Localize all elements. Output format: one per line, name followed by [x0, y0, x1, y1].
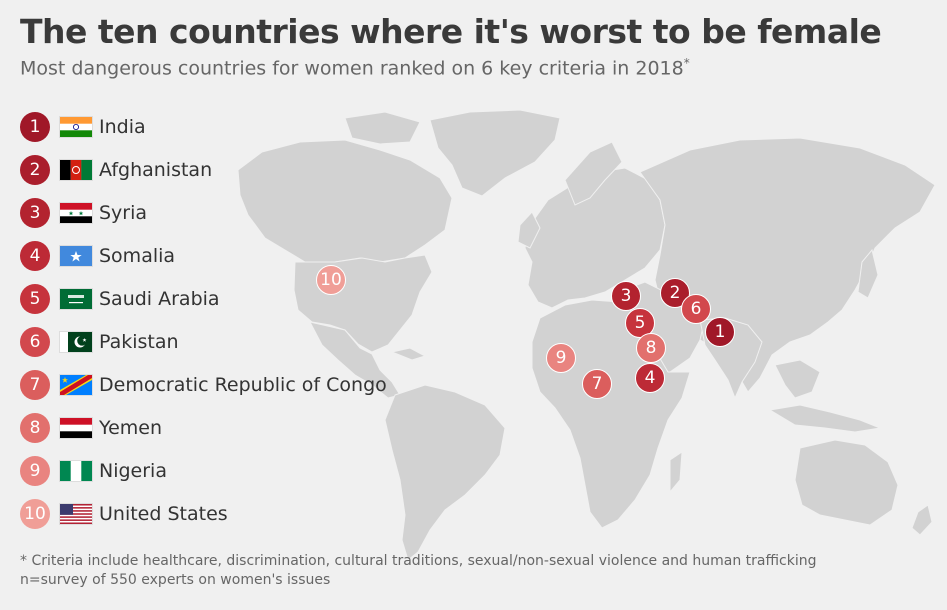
country-name: India: [99, 116, 146, 138]
legend-item-saudi-arabia: 5 Saudi Arabia: [20, 282, 220, 316]
legend-item-somalia: 4 Somalia: [20, 239, 175, 273]
flag-somalia-icon: [59, 245, 93, 267]
landmass-scandinavia: [564, 141, 623, 206]
map-marker-syria: 3: [611, 281, 641, 311]
flag-afghanistan-icon: [59, 159, 93, 181]
country-name: Afghanistan: [99, 159, 213, 181]
landmass-south-america: [384, 384, 506, 561]
flag-india-icon: [59, 116, 93, 138]
legend-item-india: 1 India: [20, 110, 146, 144]
footnote-survey: n=survey of 550 experts on women's issue…: [20, 572, 331, 588]
country-name: United States: [99, 503, 228, 525]
legend-item-pakistan: 6 Pakistan: [20, 325, 179, 359]
legend-item-syria: 3 Syria: [20, 196, 147, 230]
flag-nigeria-icon: [59, 460, 93, 482]
landmass-greenland: [429, 109, 561, 197]
rank-badge: 10: [20, 499, 50, 529]
landmass-north-america-north: [237, 139, 453, 263]
rank-badge: 3: [20, 198, 50, 228]
rank-badge: 9: [20, 456, 50, 486]
landmass-usa: [293, 254, 433, 353]
country-name: Democratic Republic of Congo: [99, 374, 387, 396]
flag-saudi-arabia-icon: [59, 288, 93, 310]
landmass-new-zealand: [911, 504, 933, 536]
rank-badge: 1: [20, 112, 50, 142]
landmass-uk: [517, 211, 541, 249]
page-subtitle: Most dangerous countries for women ranke…: [20, 56, 690, 79]
flag-drc-icon: [59, 374, 93, 396]
map-marker-somalia: 4: [635, 363, 665, 393]
rank-badge: 6: [20, 327, 50, 357]
flag-usa-icon: [59, 503, 93, 525]
landmass-australia: [794, 439, 899, 526]
country-name: Nigeria: [99, 460, 167, 482]
country-name: Pakistan: [99, 331, 179, 353]
rank-badge: 7: [20, 370, 50, 400]
subtitle-footnote-mark: *: [683, 56, 690, 70]
map-marker-india: 1: [705, 317, 735, 347]
page-title: The ten countries where it's worst to be…: [20, 12, 882, 51]
footnote-criteria: * Criteria include healthcare, discrimin…: [20, 553, 817, 569]
landmass-southeast-asia: [774, 359, 821, 399]
subtitle-text: Most dangerous countries for women ranke…: [20, 57, 684, 80]
map-marker-pakistan: 6: [681, 294, 711, 324]
landmass-japan: [857, 248, 879, 299]
flag-yemen-icon: [59, 417, 93, 439]
legend-item-afghanistan: 2 Afghanistan: [20, 153, 212, 187]
country-name: Somalia: [99, 245, 176, 267]
country-name: Saudi Arabia: [99, 288, 220, 310]
map-marker-nigeria: 9: [546, 343, 576, 373]
rank-badge: 2: [20, 155, 50, 185]
rank-badge: 5: [20, 284, 50, 314]
legend-item-nigeria: 9 Nigeria: [20, 454, 167, 488]
flag-pakistan-icon: [59, 331, 93, 353]
landmass-arctic-islands: [344, 111, 421, 145]
map-marker-yemen: 8: [636, 333, 666, 363]
legend-item-yemen: 8 Yemen: [20, 411, 162, 445]
country-name: Syria: [99, 202, 148, 224]
landmass-madagascar: [669, 451, 683, 494]
flag-syria-icon: [59, 202, 93, 224]
rank-badge: 4: [20, 241, 50, 271]
legend-item-democratic-republic-of-congo: 7 Democratic Republic of Congo: [20, 368, 387, 402]
legend-item-united-states: 10 United States: [20, 497, 228, 531]
map-marker-united-states: 10: [316, 265, 346, 295]
landmass-indonesia: [768, 404, 882, 433]
footnote: * Criteria include healthcare, discrimin…: [20, 552, 816, 590]
landmass-caribbean: [390, 347, 427, 361]
country-name: Yemen: [99, 417, 163, 439]
rank-badge: 8: [20, 413, 50, 443]
map-marker-democratic-republic-of-congo: 7: [582, 369, 612, 399]
